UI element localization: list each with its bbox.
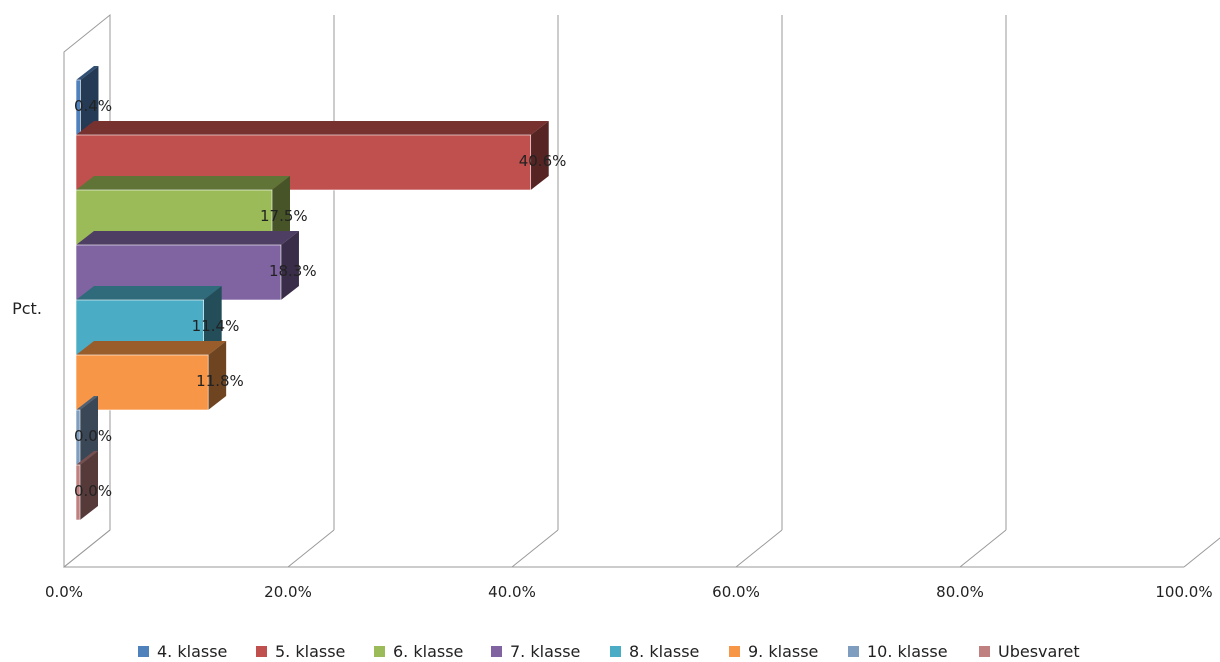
data-label: 17.5% (260, 207, 308, 225)
data-label: 11.4% (192, 317, 240, 335)
bar-top-face (76, 66, 99, 80)
legend-swatch (848, 645, 859, 657)
data-label: 11.8% (196, 372, 244, 390)
bar-4-klasse (75, 66, 99, 136)
legend: 4. klasse 5. klasse 6. klasse 7. klasse 8. k… (0, 640, 1220, 662)
bar-9-klasse (75, 341, 227, 411)
legend-label: 8. klasse (629, 641, 700, 661)
legend-label: 4. klasse (157, 641, 228, 661)
bar-top-face (76, 396, 98, 410)
legend-item: 7. klasse (491, 640, 580, 662)
bar-top-face (76, 451, 98, 465)
bar-side-face (203, 286, 222, 355)
x-tick-label: 0.0% (45, 583, 83, 601)
legend-item: 6. klasse (374, 640, 463, 662)
legend-label: 10. klasse (867, 641, 948, 661)
data-label: 18.3% (269, 262, 317, 280)
bar-10-klasse (75, 396, 98, 466)
bar-side-face (530, 121, 549, 190)
data-label: 0.4% (74, 97, 112, 115)
bars-layer (75, 66, 549, 521)
gridline-floor (959, 529, 1007, 568)
bar-side-face (80, 396, 98, 465)
legend-swatch (138, 645, 149, 657)
grid-layer (63, 13, 1220, 569)
bar-side-face (272, 176, 290, 245)
gridline-floor (511, 529, 559, 568)
bar-top-face (76, 231, 299, 245)
legend-swatch (979, 645, 990, 657)
legend-swatch (491, 645, 502, 657)
bar-side-face (280, 231, 299, 300)
bar-top-face (76, 341, 227, 355)
x-tick-labels: 0.0% 20.0% 40.0% 60.0% 80.0% 100.0% (45, 583, 1213, 601)
gridline-floor (1183, 537, 1220, 568)
legend-item: 4. klasse (138, 640, 227, 662)
bar-front-face (75, 354, 209, 411)
x-tick-label: 60.0% (712, 583, 760, 601)
data-label: 0.0% (74, 427, 112, 445)
data-labels-layer: 0.4% 40.6% 17.5% 18.3% 11.4% 11.8% 0.0% 0.0% (74, 97, 566, 500)
x-tick-label: 40.0% (488, 583, 536, 601)
legend-swatch (729, 645, 740, 657)
bar-side-face (80, 66, 99, 135)
legend-item: 10. klasse (848, 640, 948, 662)
bar-side-face (80, 451, 98, 520)
legend-swatch (256, 645, 267, 657)
legend-label: 5. klasse (275, 641, 346, 661)
legend-swatch (374, 645, 385, 657)
legend-label: 6. klasse (393, 641, 464, 661)
legend-label: 7. klasse (510, 641, 581, 661)
bar-side-face (208, 341, 227, 410)
x-tick-label: 80.0% (936, 583, 984, 601)
data-label: 0.0% (74, 482, 112, 500)
legend-label: 9. klasse (748, 641, 819, 661)
legend-swatch (610, 645, 621, 657)
legend-item: 9. klasse (729, 640, 818, 662)
x-tick-label: 20.0% (264, 583, 312, 601)
bar-front-face (75, 464, 81, 521)
category-label: Pct. (12, 299, 42, 318)
legend-item: 5. klasse (256, 640, 345, 662)
bar-top-face (76, 286, 222, 300)
bar-top-face (76, 176, 290, 190)
bar-top-face (76, 121, 549, 135)
legend-label: Ubesvaret (998, 641, 1080, 661)
x-tick-label: 100.0% (1155, 583, 1212, 601)
gridline-floor (287, 529, 335, 568)
legend-item: 8. klasse (610, 640, 699, 662)
bar-ubesvaret (75, 451, 98, 521)
gridline-floor (63, 529, 111, 568)
legend-item: Ubesvaret (979, 640, 1080, 662)
data-label: 40.6% (519, 152, 567, 170)
gridline-floor (735, 529, 783, 568)
